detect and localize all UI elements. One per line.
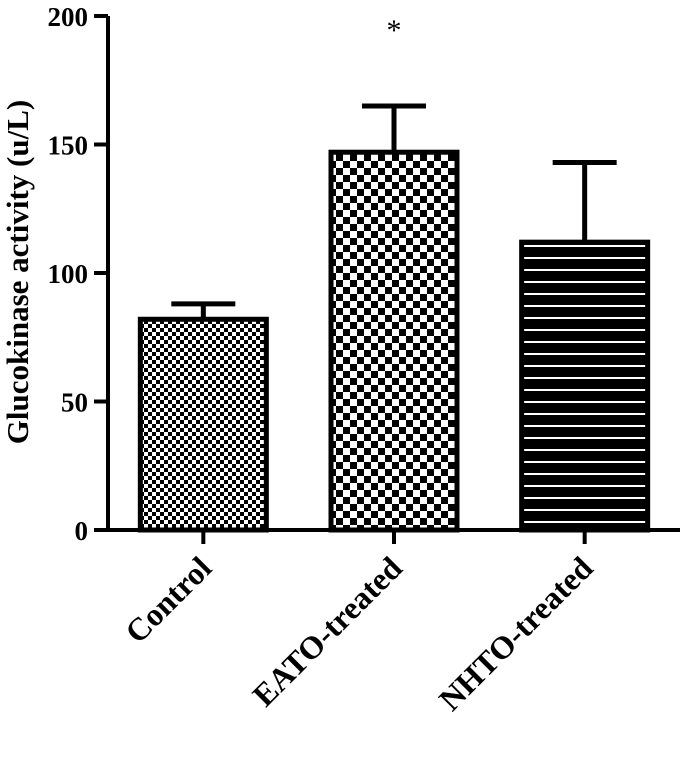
y-tick-label: 100 — [48, 259, 89, 289]
annotations: * — [387, 14, 402, 47]
tick-labels: 0 50 100 150 200 — [48, 2, 89, 546]
error-bars — [171, 103, 617, 320]
category-label: Control — [118, 549, 219, 650]
bar-eato-treated — [328, 149, 460, 533]
bars — [137, 149, 651, 533]
category-label: EATO-treated — [245, 549, 409, 713]
bar-nhto-treated — [519, 239, 651, 533]
category-labels: Control EATO-treated NHTO-treated — [118, 549, 600, 717]
y-tick-label: 50 — [61, 388, 88, 418]
y-axis-title: Glucokinase activity (u/L) — [0, 100, 35, 444]
y-tick-label: 150 — [48, 131, 89, 161]
category-label: NHTO-treated — [432, 549, 600, 717]
y-tick-label: 0 — [75, 516, 89, 546]
bar-control — [137, 316, 269, 533]
significance-marker: * — [387, 14, 402, 47]
y-tick-label: 200 — [48, 2, 89, 32]
